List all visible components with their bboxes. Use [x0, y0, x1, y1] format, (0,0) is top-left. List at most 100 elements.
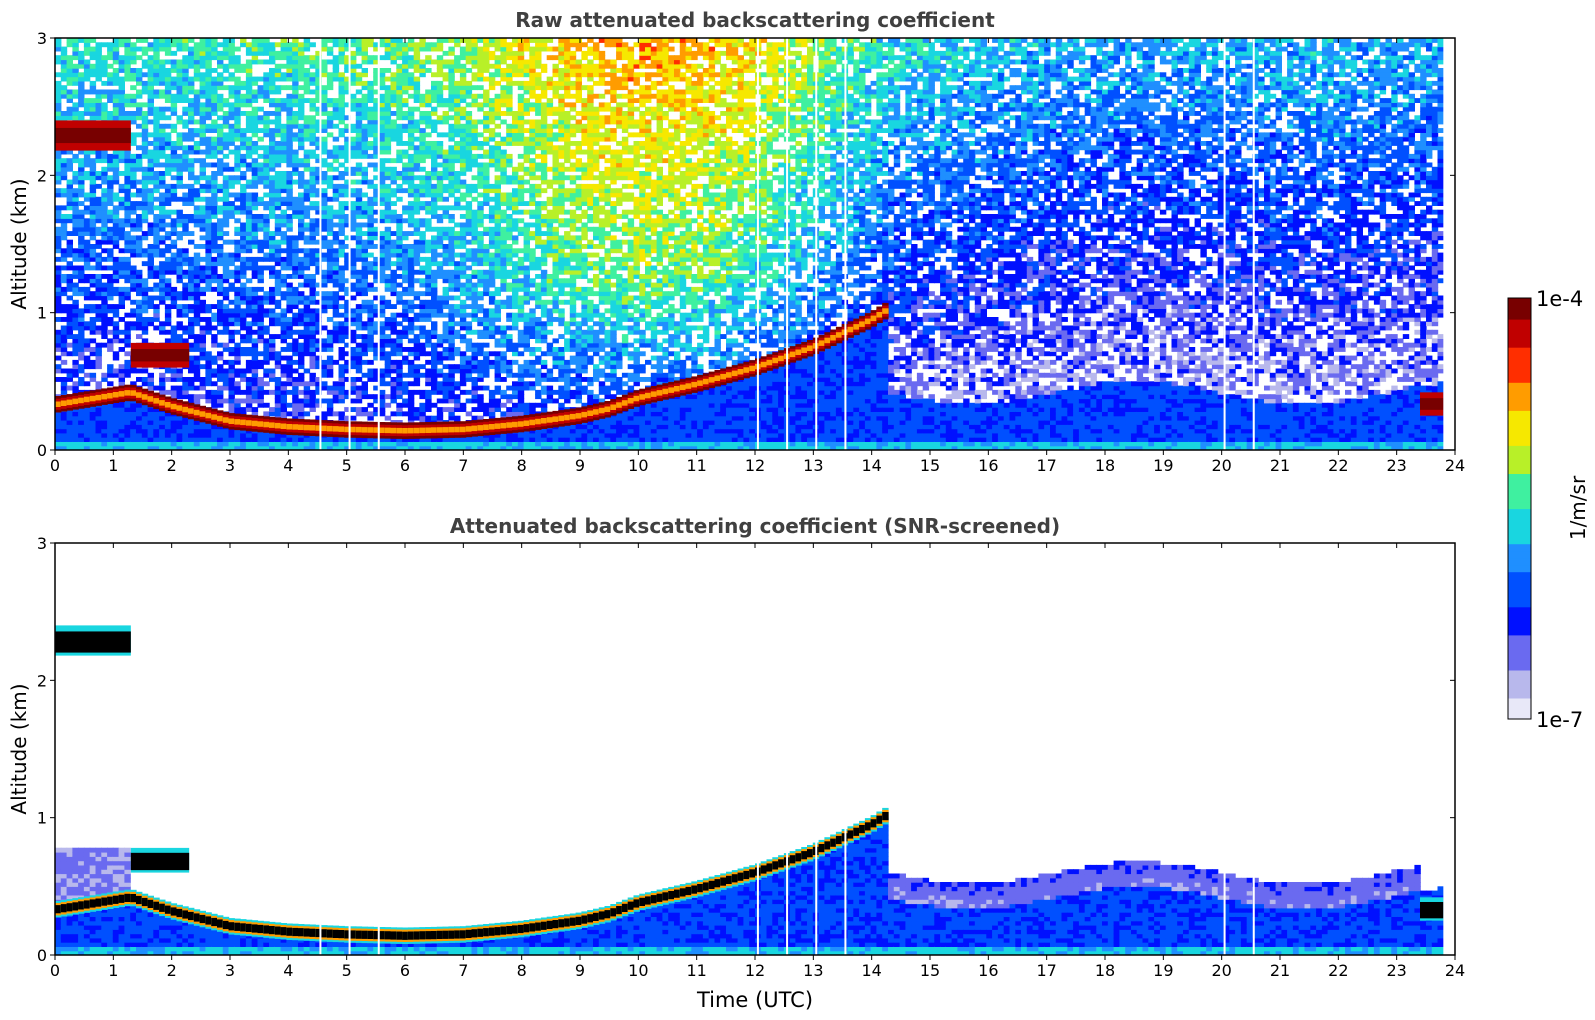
heatmap-cell — [188, 398, 195, 404]
heatmap-cell — [118, 269, 125, 275]
heatmap-cell — [176, 437, 183, 442]
heatmap-cell — [182, 218, 189, 224]
heatmap-cell — [407, 209, 415, 215]
heatmap-cell — [89, 85, 97, 91]
heatmap-cell — [332, 38, 340, 43]
heatmap-cell — [66, 98, 73, 103]
heatmap-cell — [245, 59, 253, 65]
heatmap-cell — [280, 98, 287, 103]
heatmap-cell — [413, 136, 421, 142]
heatmap-cell — [147, 222, 154, 228]
heatmap-cell — [72, 226, 79, 232]
heatmap-cell — [107, 256, 114, 262]
heatmap-cell — [407, 368, 415, 374]
heatmap-cell — [124, 149, 131, 155]
heatmap-cell — [321, 128, 328, 133]
heatmap-cell — [448, 98, 455, 103]
heatmap-cell — [153, 325, 160, 331]
heatmap-cell — [176, 179, 183, 185]
heatmap-cell — [419, 235, 426, 241]
heatmap-cell — [107, 372, 114, 378]
heatmap-cell — [182, 106, 189, 112]
heatmap-cell — [280, 364, 287, 370]
heatmap-cell — [182, 196, 189, 202]
heatmap-cell — [251, 261, 259, 267]
heatmap-cell — [315, 385, 322, 391]
heatmap-cell — [309, 377, 316, 382]
heatmap-cell — [436, 38, 444, 43]
heatmap-cell — [396, 196, 403, 202]
heatmap-cell — [274, 76, 282, 82]
heatmap-cell — [286, 132, 293, 138]
heatmap-cell — [413, 304, 421, 309]
heatmap-cell — [159, 115, 166, 121]
heatmap-cell — [95, 68, 102, 73]
heatmap-cell — [228, 372, 235, 378]
heatmap-cell — [176, 196, 183, 202]
heatmap-cell — [298, 398, 305, 404]
heatmap-cell — [199, 141, 206, 146]
heatmap-cell — [112, 269, 120, 275]
heatmap-cell — [159, 252, 166, 258]
heatmap-cell — [332, 411, 340, 417]
heatmap-cell — [378, 214, 386, 219]
heatmap-cell — [234, 398, 241, 404]
heatmap-cell — [413, 209, 421, 215]
heatmap-cell — [396, 46, 403, 52]
heatmap-cell — [89, 38, 97, 43]
heatmap-cell — [193, 188, 201, 194]
heatmap-cell — [66, 445, 73, 450]
heatmap-cell — [274, 214, 282, 219]
heatmap-cell — [141, 175, 149, 181]
heatmap-cell — [234, 329, 241, 335]
heatmap-cell — [274, 299, 282, 305]
heatmap-cell — [130, 286, 137, 292]
heatmap-cell — [321, 239, 328, 245]
heatmap-cell — [112, 428, 120, 434]
heatmap-cell — [205, 317, 212, 322]
heatmap-cell — [83, 407, 91, 412]
heatmap-cell — [269, 183, 276, 189]
heatmap-cell — [436, 334, 444, 339]
heatmap-cell — [442, 334, 449, 339]
heatmap-cell — [182, 93, 189, 99]
heatmap-cell — [384, 226, 392, 232]
heatmap-cell — [159, 38, 166, 43]
heatmap-cell — [361, 93, 368, 99]
heatmap-cell — [448, 325, 455, 331]
heatmap-cell — [448, 381, 455, 387]
heatmap-cell — [107, 166, 114, 172]
heatmap-cell — [112, 93, 120, 99]
heatmap-cell — [309, 445, 316, 450]
heatmap-cell — [274, 222, 282, 228]
heatmap-cell — [66, 432, 73, 438]
heatmap-cell — [361, 342, 368, 348]
heatmap-cell — [321, 252, 328, 258]
heatmap-cell — [60, 85, 68, 91]
heatmap-cell — [315, 364, 322, 370]
heatmap-cell — [367, 347, 374, 352]
heatmap-cell — [124, 231, 131, 236]
heatmap-cell — [396, 132, 403, 138]
heatmap-cell — [315, 312, 322, 318]
heatmap-cell — [419, 145, 426, 151]
heatmap-cell — [396, 93, 403, 99]
heatmap-cell — [338, 364, 345, 370]
heatmap-cell — [355, 106, 363, 112]
heatmap-cell — [211, 141, 218, 146]
heatmap-cell — [234, 304, 241, 309]
heatmap-cell — [153, 183, 160, 189]
heatmap-cell — [89, 214, 97, 219]
heatmap-cell — [83, 364, 91, 370]
heatmap-cell — [367, 239, 374, 245]
heatmap-cell — [182, 377, 189, 382]
heatmap-cell — [101, 286, 108, 292]
heatmap-cell — [315, 252, 322, 258]
heatmap-cell — [240, 291, 247, 297]
heatmap-cell — [182, 162, 189, 168]
heatmap-cell — [298, 347, 305, 352]
heatmap-cell — [153, 248, 160, 254]
heatmap-cell — [378, 183, 386, 189]
heatmap-cell — [124, 244, 131, 249]
heatmap-cell — [321, 149, 328, 155]
